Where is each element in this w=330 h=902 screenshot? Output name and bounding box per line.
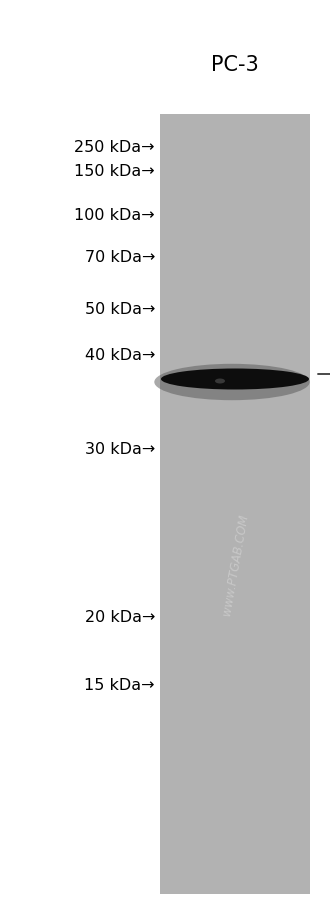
Ellipse shape (154, 364, 310, 400)
Text: 250 kDa→: 250 kDa→ (75, 141, 155, 155)
Text: 100 kDa→: 100 kDa→ (74, 207, 155, 222)
Bar (160, 115, 310, 894)
Text: 30 kDa→: 30 kDa→ (85, 442, 155, 457)
Text: 70 kDa→: 70 kDa→ (84, 250, 155, 265)
Text: 20 kDa→: 20 kDa→ (84, 610, 155, 625)
Text: 150 kDa→: 150 kDa→ (74, 164, 155, 179)
Text: 15 kDa→: 15 kDa→ (84, 676, 155, 692)
Ellipse shape (161, 369, 309, 390)
Text: PC-3: PC-3 (211, 55, 259, 75)
Text: www.PTGAB.COM: www.PTGAB.COM (220, 512, 250, 616)
Text: 50 kDa→: 50 kDa→ (84, 302, 155, 318)
Ellipse shape (215, 379, 225, 384)
Text: 40 kDa→: 40 kDa→ (84, 347, 155, 362)
